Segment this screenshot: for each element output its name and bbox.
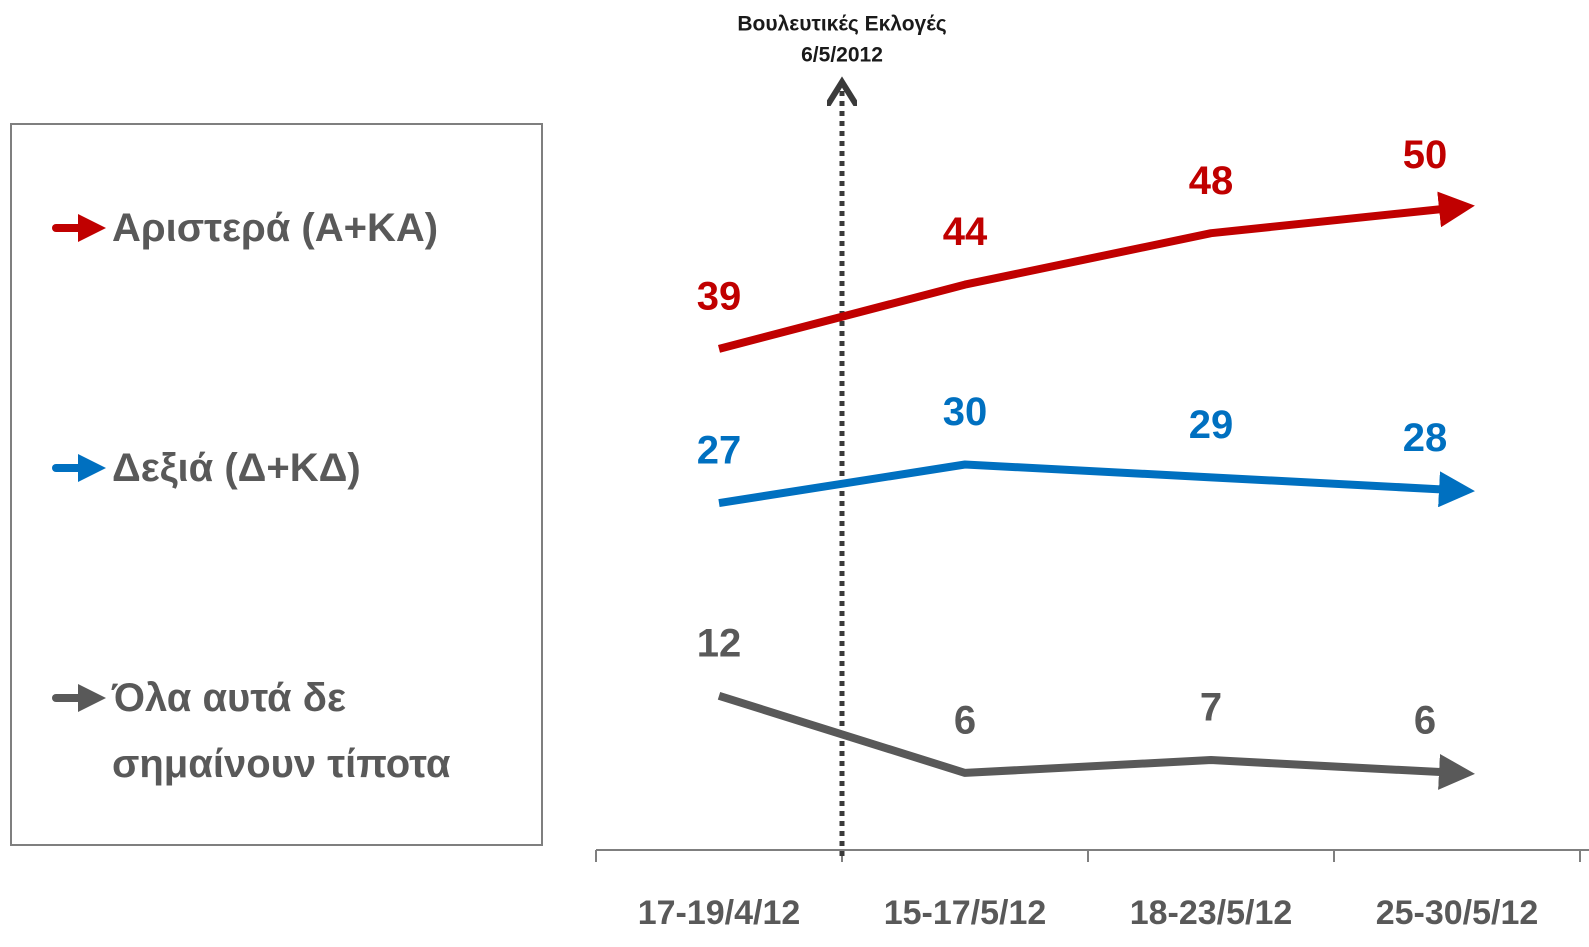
data-label: 30: [943, 390, 988, 434]
annotation: Βουλευτικές Εκλογές: [737, 13, 946, 36]
data-label: 28: [1403, 416, 1448, 460]
annotation: 6/5/2012: [801, 44, 883, 67]
legend: Αριστερά (Α+ΚΑ) Δεξιά (Δ+ΚΔ) Όλα αυτά δε σ…: [10, 123, 543, 846]
x-tick-label: 15-17/5/12: [884, 894, 1047, 932]
line: [718, 460, 1475, 508]
line: [717, 191, 1475, 353]
x-tick-label: 18-23/5/12: [1130, 894, 1293, 932]
legend-arrow: [78, 214, 106, 242]
data-label: 27: [697, 429, 742, 473]
data-label: 44: [943, 210, 988, 254]
legend-item: Δεξιά (Δ+ΚΔ): [52, 435, 522, 501]
data-label: 7: [1200, 686, 1222, 730]
legend-label: Δεξιά (Δ+ΚΔ): [112, 446, 361, 490]
legend-icon: [52, 214, 106, 242]
legend-label: Όλα αυτά δε σημαίνουν τίποτα: [112, 676, 451, 786]
data-label: 12: [697, 621, 742, 665]
data-label: 48: [1189, 159, 1234, 203]
legend-icon: [52, 454, 106, 482]
x-tick-label: 17-19/4/12: [638, 894, 801, 932]
legend-arrow: [78, 454, 106, 482]
legend-arrow: [78, 684, 106, 712]
legend-label: Αριστερά (Α+ΚΑ): [112, 206, 439, 250]
data-label: 29: [1189, 403, 1234, 447]
data-label: 50: [1403, 133, 1448, 177]
legend-item: Αριστερά (Α+ΚΑ): [52, 195, 522, 261]
data-label: 6: [1414, 698, 1436, 742]
legend-item: Όλα αυτά δε σημαίνουν τίποτα: [52, 665, 522, 797]
legend-icon: [52, 684, 106, 712]
data-label: 39: [697, 274, 742, 318]
x-tick-label: 25-30/5/12: [1376, 894, 1539, 932]
line: [717, 691, 1475, 790]
data-label: 6: [954, 698, 976, 742]
